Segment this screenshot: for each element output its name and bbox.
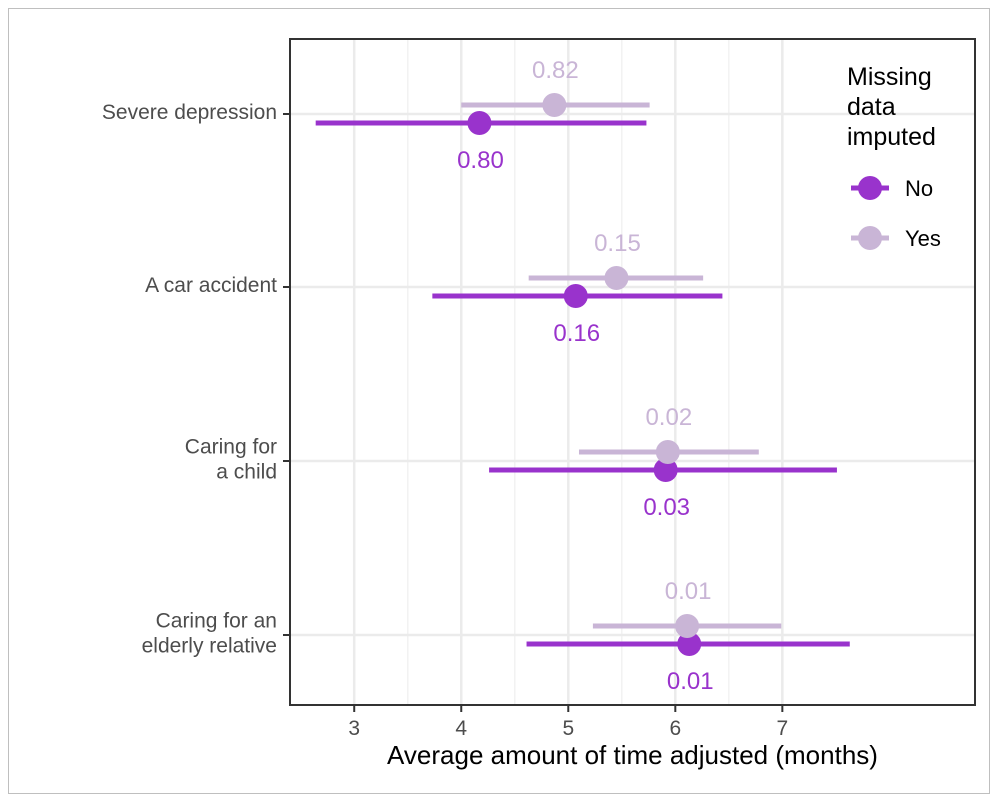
- legend-label-no: No: [905, 176, 933, 201]
- data-label-yes: 0.01: [665, 578, 712, 605]
- legend-key-point: [858, 226, 882, 250]
- point-yes: [604, 266, 629, 290]
- data-label-no: 0.01: [667, 668, 714, 695]
- y-tick-label: Severe depression: [102, 101, 277, 124]
- point-no: [563, 284, 588, 308]
- point-no: [653, 458, 678, 482]
- y-tick-label: Caring for a child: [185, 436, 277, 484]
- data-label-yes: 0.82: [532, 57, 579, 84]
- point-no: [467, 111, 492, 135]
- x-tick-label: 4: [455, 717, 467, 740]
- data-label-yes: 0.15: [594, 230, 641, 257]
- y-tick-label: A car accident: [145, 274, 277, 297]
- y-tick-label-line: Caring for an: [156, 610, 277, 633]
- y-tick-label-line: Severe depression: [102, 101, 277, 124]
- chart-container: 0.80 0.16 0.03 0.01 0.82 0.15 0.02 0.01 3 4 5 6 7 Sev…: [8, 8, 990, 794]
- plot-panel-border: [289, 38, 976, 706]
- point-yes: [655, 440, 680, 464]
- x-tick-label: 3: [348, 717, 360, 740]
- data-label-no: 0.16: [553, 320, 600, 347]
- legend-label-yes: Yes: [905, 226, 941, 251]
- data-label-yes: 0.02: [645, 404, 692, 431]
- legend-key-point: [858, 176, 882, 200]
- y-tick-label-line: Caring for: [185, 436, 277, 459]
- y-tick-label-line: elderly relative: [142, 635, 277, 658]
- point-yes: [542, 93, 567, 117]
- data-label-no: 0.80: [457, 147, 504, 174]
- y-tick-label-line: A car accident: [145, 274, 277, 297]
- x-tick-label: 6: [669, 717, 681, 740]
- y-tick-label: Caring for an elderly relative: [142, 610, 277, 658]
- legend-title: imputed: [847, 123, 936, 151]
- y-tick-label-line: a child: [216, 461, 277, 484]
- legend-title: Missing: [847, 63, 932, 91]
- x-tick-label: 7: [777, 717, 789, 740]
- data-label-no: 0.03: [643, 494, 690, 521]
- legend-title: data: [847, 93, 896, 121]
- point-yes: [675, 614, 700, 638]
- forest-plot: 0.80 0.16 0.03 0.01 0.82 0.15 0.02 0.01 3 4 5 6 7 Sev…: [102, 38, 976, 770]
- x-axis-title: Average amount of time adjusted (months): [387, 740, 878, 770]
- point-no: [677, 632, 702, 656]
- x-tick-label: 5: [562, 717, 574, 740]
